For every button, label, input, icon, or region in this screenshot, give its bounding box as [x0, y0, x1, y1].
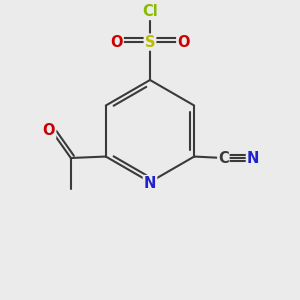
- Text: Cl: Cl: [142, 4, 158, 19]
- Text: S: S: [145, 34, 155, 50]
- Text: N: N: [247, 151, 259, 166]
- Text: O: O: [177, 34, 190, 50]
- Text: O: O: [110, 34, 123, 50]
- Text: C: C: [218, 151, 229, 166]
- Text: O: O: [43, 123, 55, 138]
- Text: N: N: [144, 176, 156, 191]
